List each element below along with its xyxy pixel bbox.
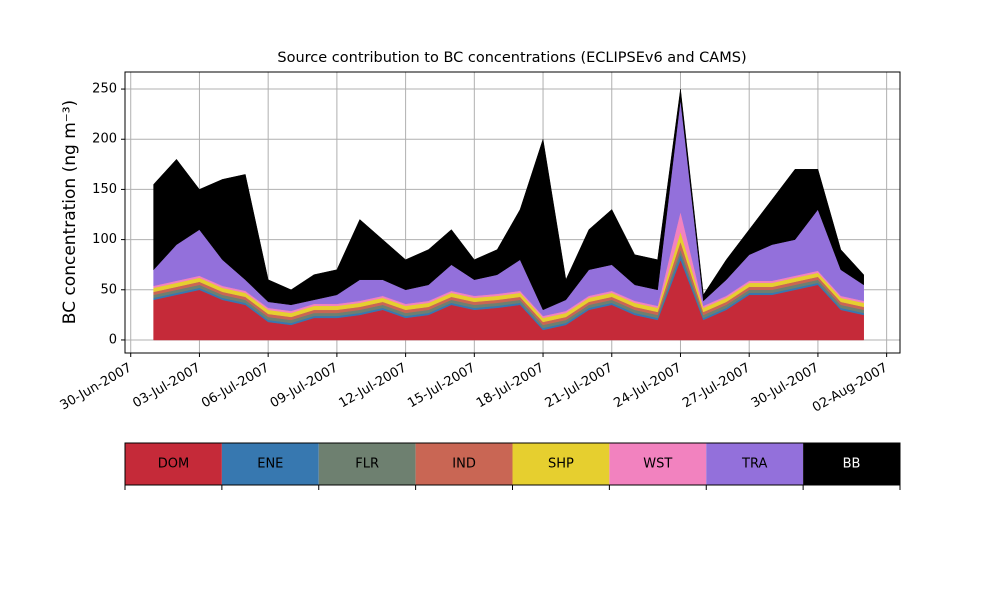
legend-label: IND	[452, 457, 476, 472]
x-tick-label: 02-Aug-2007	[810, 361, 890, 416]
legend-label: SHP	[548, 457, 574, 472]
legend-label: TRA	[741, 457, 767, 472]
x-tick-label: 06-Jul-2007	[199, 361, 272, 412]
legend-label: FLR	[355, 457, 379, 472]
x-tick-label: 27-Jul-2007	[680, 361, 753, 412]
legend-swatch	[609, 443, 707, 485]
legend-swatch	[125, 443, 222, 485]
x-tick-label: 15-Jul-2007	[405, 361, 478, 412]
legend-label: DOM	[158, 457, 189, 472]
plot-data	[153, 89, 864, 341]
plot-frame	[124, 71, 901, 354]
legend-label: WST	[643, 457, 672, 472]
x-tick-label: 09-Jul-2007	[268, 361, 341, 412]
y-axis-label: BC concentration (ng m⁻³)	[60, 100, 80, 324]
y-tick-label: 150	[92, 182, 117, 197]
y-tick-label: 200	[92, 132, 117, 147]
legend-swatch	[706, 443, 804, 485]
x-tick-label: 21-Jul-2007	[543, 361, 616, 412]
chart-title: Source contribution to BC concentrations…	[277, 50, 746, 66]
y-tick-label: 250	[92, 82, 117, 97]
legend-swatch	[318, 443, 416, 485]
x-tick-label: 12-Jul-2007	[337, 361, 410, 412]
x-tick-label: 24-Jul-2007	[611, 361, 684, 412]
x-tick-label: 30-Jun-2007	[58, 361, 135, 414]
x-tick-label: 03-Jul-2007	[130, 361, 203, 412]
y-tick-label: 50	[100, 282, 117, 297]
legend-label: ENE	[257, 457, 283, 472]
y-tick-label: 0	[109, 332, 117, 347]
legend-swatch	[512, 443, 610, 485]
legend-swatch	[803, 443, 900, 485]
y-tick-label: 100	[92, 232, 117, 247]
legend-swatch	[221, 443, 319, 485]
x-tick-label: 18-Jul-2007	[474, 361, 547, 412]
legend-swatch	[415, 443, 513, 485]
legend-frame	[124, 442, 901, 486]
legend-label: BB	[843, 457, 861, 472]
area	[153, 89, 864, 311]
